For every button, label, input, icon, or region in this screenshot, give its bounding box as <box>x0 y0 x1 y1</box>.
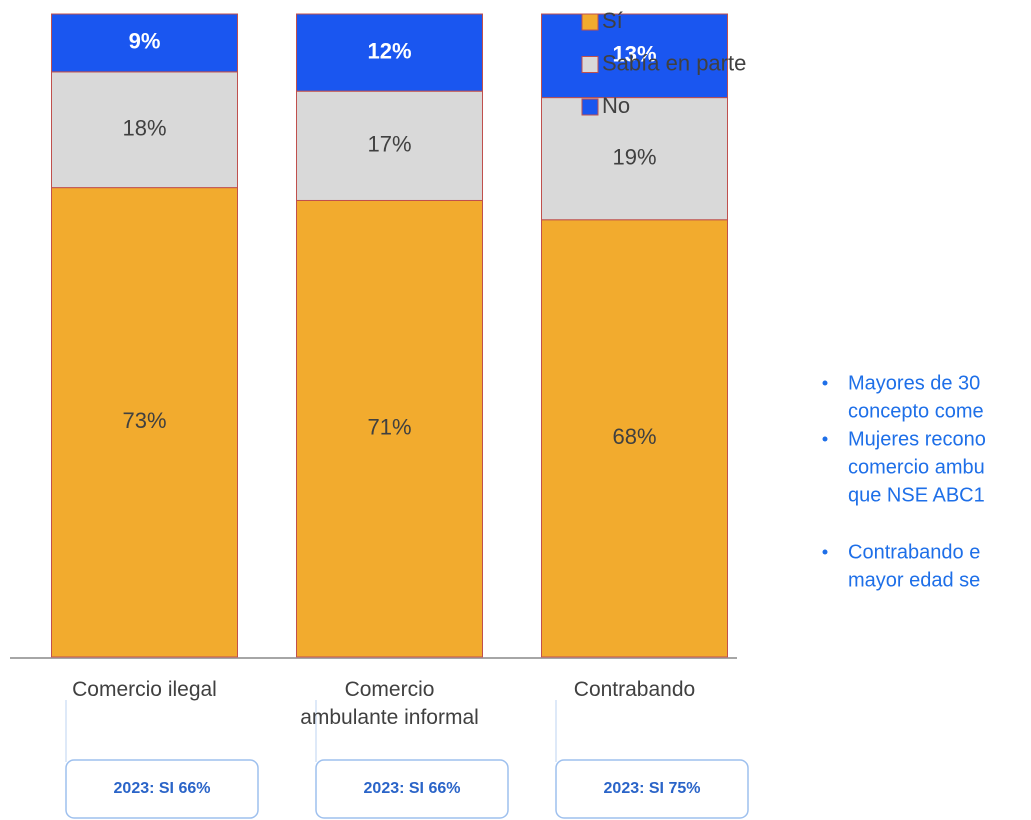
note-text: 2023: SI 66% <box>364 780 461 797</box>
bullet <box>822 436 828 442</box>
bullet <box>822 380 828 386</box>
data-label: 9% <box>129 29 161 54</box>
data-label: 71% <box>367 415 411 440</box>
legend-label: Sí <box>602 8 623 33</box>
legend-label: No <box>602 93 630 118</box>
data-label: 18% <box>122 116 166 141</box>
bar-segment <box>296 90 483 201</box>
data-label: 13% <box>612 42 656 67</box>
bar-segment <box>541 13 728 99</box>
bar-segment <box>51 13 238 73</box>
data-label: 12% <box>367 38 411 63</box>
legend-label: Sabía en parte <box>602 50 746 75</box>
bar-segment <box>51 187 238 658</box>
legend-swatch <box>581 56 599 73</box>
x-tick-label: Comercio ambulante informal <box>300 678 479 729</box>
bar-segment <box>541 97 728 221</box>
x-tick-label: Contrabando <box>573 678 696 701</box>
bullet-text: Mayores de 30 <box>848 372 980 394</box>
data-label: 19% <box>612 144 656 169</box>
bar-segment <box>541 219 728 658</box>
note-box <box>555 759 749 819</box>
legend-swatch <box>581 98 599 116</box>
note-box <box>65 759 259 819</box>
x-tick-label: Comercio ilegal <box>72 678 217 701</box>
bullet-text: que NSE ABC1 <box>848 484 985 506</box>
note-text: 2023: SI 75% <box>604 780 701 797</box>
note-box <box>315 759 509 819</box>
bullet-text: concepto come <box>848 400 984 422</box>
bullet-text: Mujeres recono <box>848 428 986 450</box>
bullet <box>822 549 828 555</box>
bar-segment <box>296 13 483 92</box>
bar-segment <box>51 71 238 189</box>
data-label: 73% <box>122 408 166 433</box>
bar-segment <box>296 199 483 658</box>
bullet-text: comercio ambu <box>848 456 985 478</box>
data-label: 17% <box>367 132 411 157</box>
legend-swatch <box>581 13 599 31</box>
data-label: 68% <box>612 424 656 449</box>
bullet-text: mayor edad se <box>848 569 980 591</box>
note-text: 2023: SI 66% <box>114 780 211 797</box>
bullet-text: Contrabando e <box>848 541 980 563</box>
